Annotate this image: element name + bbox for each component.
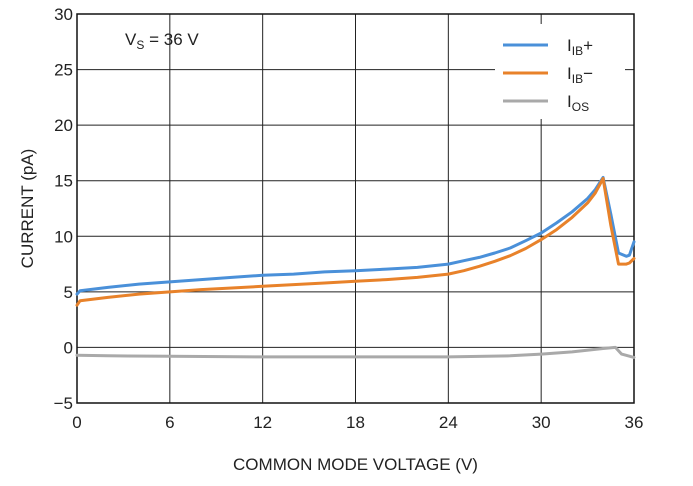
x-tick-label: 6 [165,413,174,432]
x-tick-label: 36 [625,413,644,432]
x-tick-label: 18 [346,413,365,432]
y-tick-label: 20 [54,116,73,135]
series-lines [75,175,636,359]
legend: IIB+ IIB− IOS [495,24,625,119]
y-axis-label: CURRENT (pA) [18,149,37,269]
legend-entry: IIB+ [567,36,593,58]
y-tick-labels: 30 25 20 15 10 5 0 −5 [54,5,73,413]
plot-frame [76,13,635,404]
x-tick-label: 12 [253,413,272,432]
x-axis-label: COMMON MODE VOLTAGE (V) [233,455,478,474]
y-tick-label: 15 [54,172,73,191]
annotation-main: V [125,30,137,49]
legend-entry: IIB− [567,64,593,86]
y-tick-label: 30 [54,5,73,24]
y-tick-label: 25 [54,61,73,80]
series-line-1 [75,177,636,307]
x-tick-label: 30 [532,413,551,432]
x-tick-label: 0 [72,413,81,432]
annotation-sub: S [136,38,144,52]
legend-entry: IOS [567,92,589,114]
x-tick-labels: 0 6 12 18 24 30 36 [72,413,643,432]
y-tick-label: −5 [54,394,73,413]
annotation-rest: = 36 V [144,30,199,49]
y-tick-label: 10 [54,227,73,246]
y-tick-label: 0 [64,338,73,357]
supply-voltage-annotation: VS = 36 V [125,30,199,52]
series-line-2 [75,345,636,359]
y-tick-label: 5 [64,283,73,302]
x-tick-label: 24 [439,413,458,432]
